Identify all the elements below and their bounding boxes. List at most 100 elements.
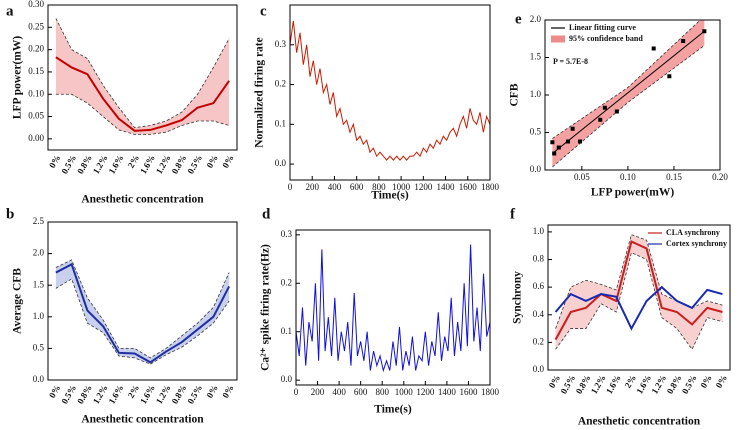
panel-letter: b [6,206,14,222]
x-tick-label: 0.20 [712,172,728,182]
x-tick-label: 1000 [392,182,411,192]
x-tick-label: 1.2% [154,153,173,176]
x-tick-label: 0% [47,383,62,400]
point [651,46,656,51]
confidence-band [552,20,705,167]
panel-letter: d [262,206,271,222]
x-axis-label: Anesthetic concentration [81,194,204,206]
point [566,139,571,144]
y-tick-label: 2.0 [530,14,542,24]
y-tick-label: 0.10 [28,88,44,98]
confidence-band [55,18,230,135]
x-tick-label: 1.2% [589,373,608,396]
y-tick-label: 0.05 [28,111,44,121]
y-tick-label: 0.5 [530,127,542,137]
x-tick-label: 1.6% [107,383,126,406]
x-axis-label: Anesthetic concentration [578,416,701,428]
y-tick-label: 0.2 [275,79,286,89]
x-tick-label: 2% [126,383,141,400]
band-edge [55,93,230,135]
plot [550,20,707,168]
x-tick-label: 1.6% [107,153,126,176]
x-tick-label: 0% [220,153,235,170]
x-axis-label: Anesthetic concentration [81,414,204,426]
x-tick-label: 0% [698,373,713,390]
x-tick-label: 400 [332,387,346,397]
x-tick-label: 1800 [481,387,500,397]
plot [296,244,490,373]
x-tick-label: 200 [305,182,319,192]
x-tick-label: 1000 [395,387,414,397]
x-tick-label: 0% [204,383,219,400]
frame [289,4,491,181]
x-tick-label: 800 [375,387,389,397]
series-line [554,285,723,331]
x-tick-label: 0 [288,182,293,192]
x-tick-label: 400 [328,182,342,192]
y-tick-label: 0.0 [281,374,293,384]
panel-letter: f [510,206,516,222]
point [667,74,672,79]
y-tick-label: 0.1 [281,326,292,336]
y-axis-label: Synchrony [512,271,524,324]
legend-label: 95% confidence band [569,34,643,43]
x-tick-label: 1.2% [154,383,173,406]
y-tick-label: 0.4 [533,309,545,319]
y-tick-label: 0.20 [28,44,44,54]
y-tick-label: 0.0 [533,364,545,374]
y-tick-label: 0.8 [533,254,545,264]
y-tick-label: 0.0 [33,374,45,384]
frame [47,221,238,381]
y-tick-label: 0.0 [530,164,542,174]
series-line [55,262,231,364]
frame [547,224,731,371]
legend-label: CLA synchrony [666,228,720,237]
x-tick-label: 2% [126,153,141,170]
y-tick-label: 1.0 [533,226,545,236]
x-axis-label: Time(s) [374,404,412,416]
point [602,105,607,110]
x-tick-label: 0% [204,153,219,170]
series-line [552,30,705,154]
y-tick-label: 0.2 [533,336,544,346]
point [614,109,619,114]
x-tick-label: 0.5% [59,383,78,406]
point [552,151,557,156]
x-tick-label: 0.5% [558,373,577,396]
x-tick-label: 1200 [414,182,433,192]
frame [295,229,491,386]
y-tick-label: 1.0 [530,89,542,99]
series-line [55,56,230,132]
plot [55,18,230,135]
band-edge [55,18,230,129]
x-tick-label: 0.05 [574,172,590,182]
y-axis-label: Normalized firing rate [254,37,266,148]
x-tick-label: 200 [311,387,325,397]
panel-letter: a [6,3,14,19]
confidence-band [555,234,723,350]
y-tick-label: 0.5 [33,342,45,352]
band-edge [552,45,705,168]
x-tick-label: 1400 [438,387,457,397]
y-tick-label: 1.5 [33,279,45,289]
annotation: P = 5.7E-8 [553,57,588,66]
y-axis-label: LFP power(mW) [12,36,24,120]
y-tick-label: 1.0 [33,311,45,321]
y-axis-label: Ca²⁺ spike firing rate(Hz) [260,244,272,371]
point [578,139,582,144]
x-tick-label: 1.6% [138,383,157,406]
x-tick-label: 1.6% [604,373,623,396]
x-tick-label: 0.15 [666,172,682,182]
point [550,140,555,145]
x-axis-label: LFP power(mW) [591,187,675,199]
y-tick-label: 0.6 [533,281,545,291]
y-tick-label: 0.15 [28,66,44,76]
legend-label: Linear fitting curve [569,23,636,32]
band-edge [552,20,701,139]
y-tick-label: 0.3 [281,229,293,239]
x-tick-label: 1400 [437,182,456,192]
x-tick-label: 0.5% [185,383,204,406]
x-tick-label: 0.5% [185,153,204,176]
x-tick-label: 0% [47,153,62,170]
